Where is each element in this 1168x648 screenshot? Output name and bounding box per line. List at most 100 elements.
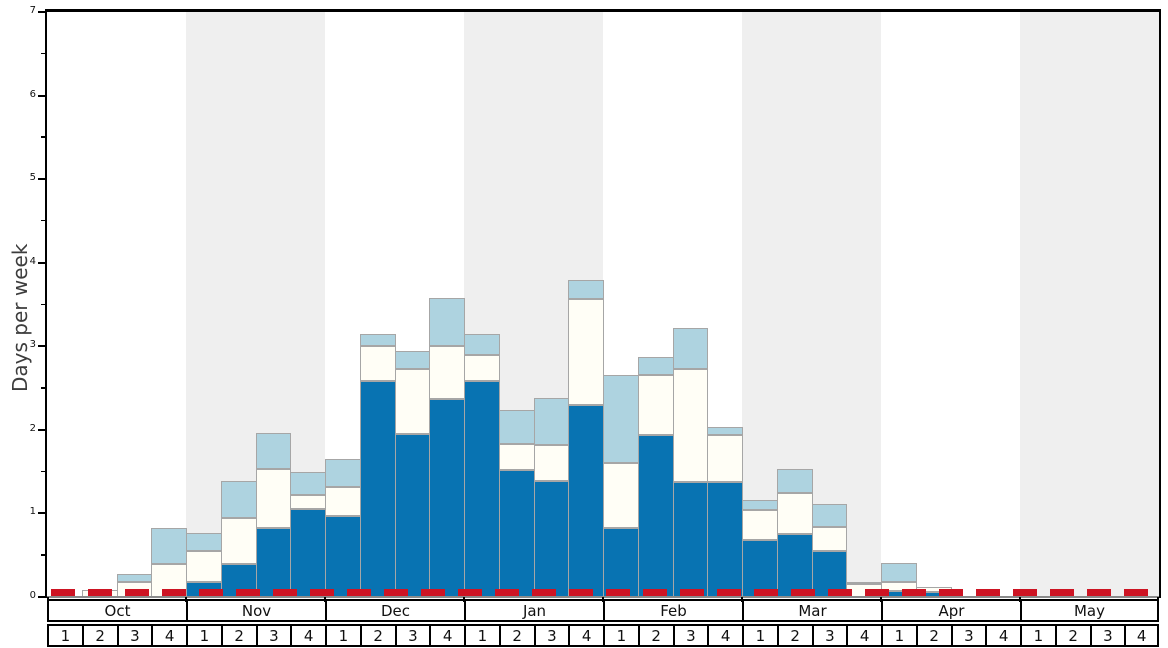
bar-segment (290, 509, 326, 597)
month-cell-feb: Feb (603, 599, 744, 622)
month-cell-dec: Dec (325, 599, 466, 622)
bar-segment (637, 434, 674, 597)
bar-segment (220, 480, 257, 518)
y-major-tick (38, 596, 45, 598)
bar-segment (151, 527, 187, 564)
month-cell-may: May (1020, 599, 1159, 622)
bar-segment (359, 380, 396, 597)
week-cell: 4 (1124, 624, 1159, 647)
month-boundary-tick (185, 597, 187, 602)
y-major-tick (38, 512, 45, 515)
week-cell: 3 (811, 624, 849, 647)
week-cell: 3 (672, 624, 710, 647)
week-cell: 4 (846, 624, 883, 647)
y-tick-label: 5 (29, 172, 36, 184)
bar-segment (464, 333, 500, 356)
month-background-band (1020, 12, 1159, 597)
month-boundary-tick (324, 597, 326, 602)
plot-border-right (1159, 9, 1161, 598)
bar-segment (707, 426, 743, 435)
bar-segment (325, 459, 361, 487)
bar-segment (290, 495, 326, 510)
bar-segment (429, 398, 465, 597)
bar-segment (707, 481, 743, 597)
y-major-tick (38, 428, 45, 431)
bar-segment (464, 381, 500, 597)
week-cell: 2 (81, 624, 119, 647)
bar-segment (776, 534, 813, 597)
bar-segment (603, 374, 639, 464)
y-tick-label: 4 (29, 255, 36, 267)
bar-segment (881, 562, 917, 582)
month-boundary-tick (463, 597, 465, 602)
month-cell-apr: Apr (881, 599, 1022, 622)
bar-segment (359, 346, 396, 381)
bar-segment (359, 333, 396, 347)
bar-segment (811, 526, 848, 552)
y-minor-tick (41, 470, 45, 473)
plot-border-top (45, 9, 1161, 12)
y-minor-tick (41, 554, 45, 556)
plot-border-left (45, 9, 47, 598)
bar-segment (394, 351, 431, 369)
bar-segment (429, 346, 465, 399)
bar-segment (603, 528, 639, 597)
bar-segment (846, 582, 882, 585)
week-cell: 2 (637, 624, 675, 647)
week-cell: 2 (915, 624, 953, 647)
bar-segment (325, 486, 361, 516)
week-cell: 4 (985, 624, 1022, 647)
week-cell: 1 (603, 624, 640, 647)
bar-segment (568, 298, 604, 405)
y-tick-label: 2 (29, 422, 36, 434)
bar-segment (637, 357, 674, 375)
y-minor-tick (41, 52, 45, 55)
week-cell: 1 (1020, 624, 1057, 647)
bar-segment (464, 355, 500, 382)
bar-segment (742, 540, 778, 597)
y-minor-tick (41, 219, 45, 222)
month-cell-oct: Oct (47, 599, 188, 622)
week-cell: 1 (325, 624, 362, 647)
bar-segment (776, 469, 813, 493)
week-cell: 3 (394, 624, 432, 647)
bar-segment (603, 463, 639, 529)
bar-segment (186, 551, 222, 582)
month-cell-mar: Mar (742, 599, 883, 622)
y-major-tick (38, 345, 45, 348)
plot-area (45, 9, 1161, 602)
bar-segment (811, 504, 848, 527)
bar-segment (672, 368, 709, 482)
bar-segment (116, 574, 153, 582)
week-cell: 4 (151, 624, 188, 647)
week-cell: 2 (1054, 624, 1092, 647)
bar-segment (394, 434, 431, 597)
week-cell: 3 (533, 624, 571, 647)
week-cell: 4 (568, 624, 605, 647)
week-cell: 4 (707, 624, 744, 647)
bar-segment (186, 532, 222, 552)
bar-segment (255, 469, 292, 528)
bar-segment (776, 492, 813, 535)
month-boundary-tick (1157, 597, 1159, 602)
bar-segment (498, 409, 535, 445)
y-major-tick (38, 261, 45, 264)
week-cell: 1 (186, 624, 223, 647)
week-cell: 3 (116, 624, 154, 647)
bar-segment (637, 374, 674, 435)
month-boundary-tick (1019, 597, 1021, 602)
month-boundary-tick (47, 597, 49, 602)
bar-segment (394, 368, 431, 435)
week-cell: 2 (359, 624, 397, 647)
y-major-tick (38, 178, 45, 181)
y-tick-label: 7 (29, 5, 36, 16)
week-cell: 2 (220, 624, 258, 647)
week-cell: 3 (1089, 624, 1127, 647)
y-minor-tick (41, 387, 45, 389)
bar-segment (742, 510, 778, 541)
bar-segment (672, 481, 709, 597)
bar-segment (220, 517, 257, 564)
month-boundary-tick (741, 597, 743, 602)
